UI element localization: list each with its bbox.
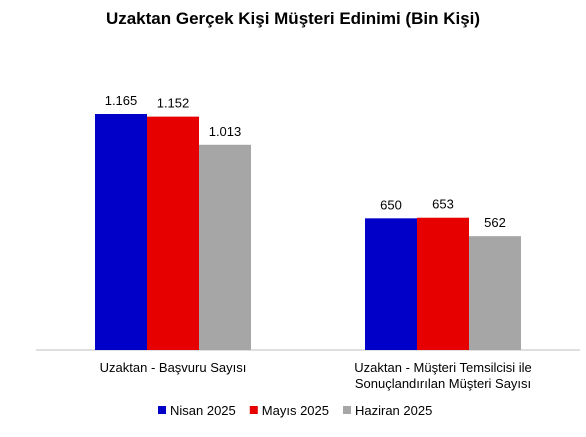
legend-swatch-2	[342, 406, 351, 414]
bar-0-0	[95, 114, 147, 350]
category-label-1-0: Uzaktan - Müşteri Temsilcisi ile	[354, 360, 531, 375]
data-label-1-2: 562	[484, 215, 506, 230]
bar-1-2	[469, 236, 521, 350]
category-labels-group: Uzaktan - Başvuru Sayısı Uzaktan - Müşter…	[100, 360, 532, 391]
legend-swatch-1	[249, 406, 258, 414]
legend-label-0: Nisan 2025	[170, 403, 236, 418]
bar-0-2	[199, 144, 251, 350]
legend-label-1: Mayıs 2025	[262, 403, 329, 418]
legend-label-2: Haziran 2025	[355, 403, 432, 418]
data-label-0-1: 1.152	[157, 96, 190, 111]
data-label-1-1: 653	[432, 197, 454, 212]
category-label-1-1: Sonuçlandırılan Müşteri Sayısı	[355, 376, 531, 391]
bar-0-1	[147, 116, 199, 350]
chart-title: Uzaktan Gerçek Kişi Müşteri Edinimi (Bin…	[106, 9, 480, 28]
data-labels-group: 1.165 1.152 1.013 650 653 562	[105, 93, 506, 230]
data-label-0-2: 1.013	[209, 124, 242, 139]
legend: Nisan 2025 Mayıs 2025 Haziran 2025	[158, 403, 432, 418]
data-label-1-0: 650	[380, 197, 402, 212]
legend-swatch-0	[158, 406, 166, 414]
bar-1-1	[417, 217, 469, 350]
bars-group	[95, 114, 521, 350]
category-label-0-0: Uzaktan - Başvuru Sayısı	[100, 360, 247, 375]
data-label-0-0: 1.165	[105, 93, 138, 108]
bar-1-0	[365, 218, 417, 350]
